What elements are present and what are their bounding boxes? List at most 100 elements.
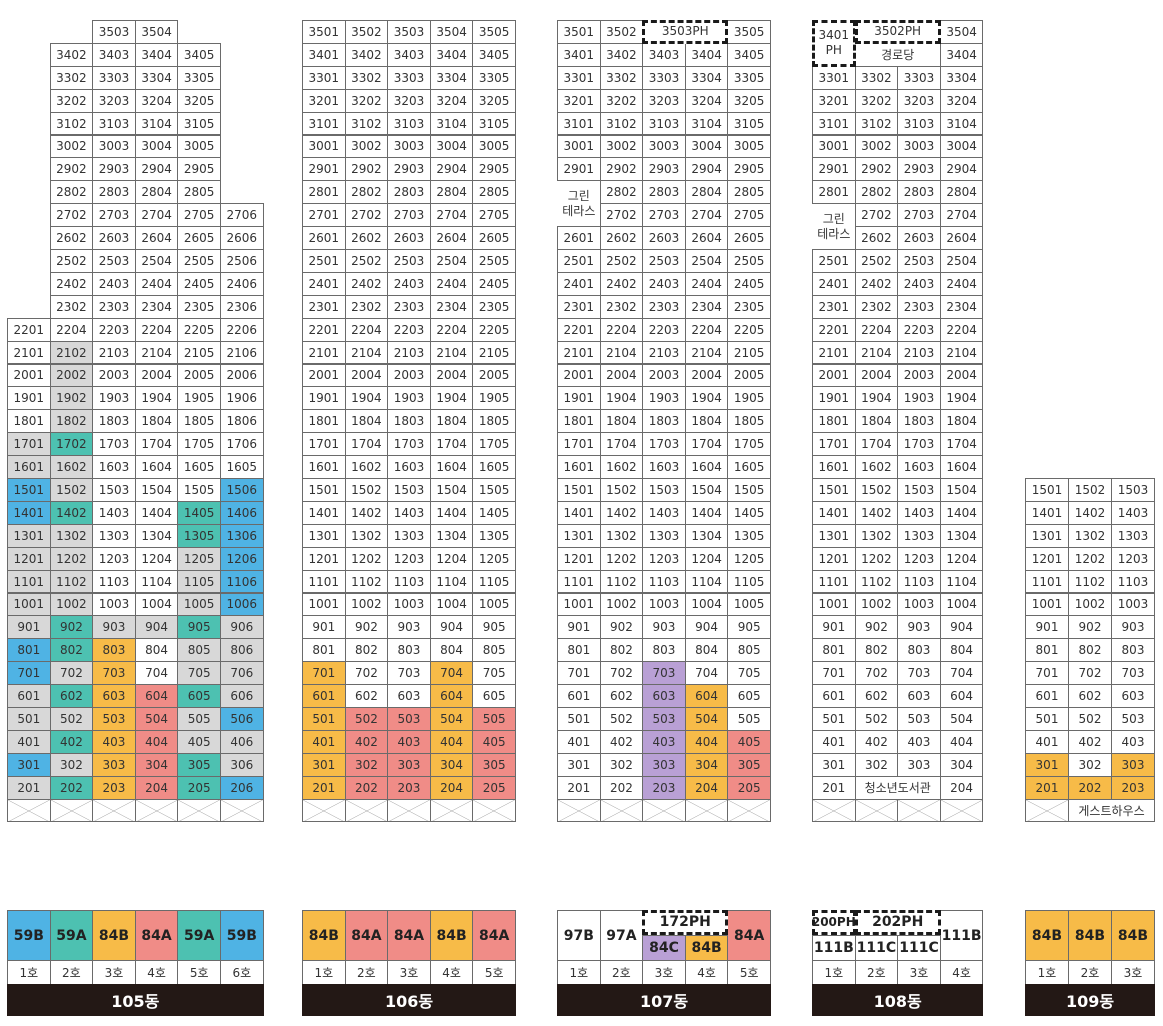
building-name: 107동 [557, 984, 771, 1016]
unit-cell: 905 [727, 615, 771, 640]
unit-cell: 1202 [599, 546, 644, 571]
unit-cell: 2901 [302, 157, 346, 182]
unit-cell: 801 [812, 638, 856, 663]
unit-cell: 3204 [939, 88, 984, 113]
unit-cell: 304 [684, 752, 729, 777]
unit-cell: 2902 [854, 157, 899, 182]
unit-cell: 2301 [812, 294, 856, 319]
unit-cell: 405 [177, 729, 221, 754]
unit-cell: 1502 [344, 478, 389, 502]
unit-cell: 504 [684, 707, 729, 731]
unit-cell: 802 [599, 638, 644, 663]
unit-cell: 3205 [472, 88, 516, 113]
unit-cell: 1205 [472, 546, 516, 571]
unit-cell: 2204 [854, 317, 899, 342]
unit-cell: 3301 [302, 65, 346, 90]
unit-cell: 2104 [599, 340, 644, 365]
unit-cell: 3103 [897, 111, 941, 136]
unit-cell: 3002 [854, 134, 899, 159]
unit-cell: 906 [220, 615, 264, 640]
piloti-cell [220, 798, 264, 823]
ho-label: 1호 [557, 960, 601, 985]
unit-cell: 204 [684, 775, 729, 800]
unit-cell: 2706 [220, 203, 264, 228]
unit-cell: 3102 [599, 111, 644, 136]
unit-cell: 403 [92, 729, 136, 754]
unit-cell: 1002 [599, 592, 644, 617]
unit-cell: 1702 [49, 432, 94, 457]
unit-cell: 1005 [727, 592, 771, 617]
unit-cell: 2401 [302, 271, 346, 296]
unit-cell: 902 [854, 615, 899, 640]
unit-cell: 603 [92, 684, 136, 708]
unit-cell: 902 [1068, 615, 1112, 640]
unit-cell: 1003 [387, 592, 431, 617]
unit-cell: 1001 [7, 592, 51, 617]
unit-cell: 402 [1068, 729, 1112, 754]
unit-cell: 2203 [642, 317, 686, 342]
unit-cell: 2105 [177, 340, 221, 365]
unit-cell: 1305 [727, 523, 771, 548]
guesthouse-label: 게스트하우스 [1068, 798, 1155, 823]
unit-cell: 501 [812, 707, 856, 731]
unit-cell: 3201 [302, 88, 346, 113]
unit-cell: 2604 [134, 226, 179, 250]
unit-cell: 3003 [387, 134, 431, 159]
unit-cell: 601 [812, 684, 856, 708]
unit-cell: 1301 [302, 523, 346, 548]
unit-cell: 901 [812, 615, 856, 640]
unit-cell: 3105 [472, 111, 516, 136]
unit-cell: 1801 [302, 409, 346, 434]
unit-cell: 2004 [429, 363, 474, 388]
unit-cell: 801 [302, 638, 346, 663]
ho-label: 4호 [134, 960, 179, 985]
unit-cell: 2403 [387, 271, 431, 296]
unit-cell: 2405 [177, 271, 221, 296]
unit-cell: 1106 [220, 569, 264, 594]
unit-type-cell: 59B [7, 910, 51, 961]
unit-cell: 1406 [220, 500, 264, 525]
unit-cell: 903 [897, 615, 941, 640]
unit-cell: 3202 [599, 88, 644, 113]
unit-cell: 1802 [49, 409, 94, 434]
unit-cell: 801 [1025, 638, 1069, 663]
piloti-cell [642, 798, 686, 823]
unit-cell: 2702 [854, 203, 899, 228]
unit-cell: 1202 [49, 546, 94, 571]
unit-cell: 2204 [429, 317, 474, 342]
unit-cell: 503 [387, 707, 431, 731]
unit-cell: 602 [854, 684, 899, 708]
ho-label: 1호 [7, 960, 51, 985]
unit-cell: 1603 [897, 455, 941, 479]
unit-cell: 2304 [684, 294, 729, 319]
unit-cell: 404 [684, 729, 729, 754]
unit-cell: 1504 [429, 478, 474, 502]
unit-cell: 1504 [684, 478, 729, 502]
piloti-cell [684, 798, 729, 823]
unit-cell: 1402 [344, 500, 389, 525]
unit-cell: 2005 [727, 363, 771, 388]
unit-cell: 505 [472, 707, 516, 731]
unit-cell: 303 [642, 752, 686, 777]
unit-cell: 903 [1111, 615, 1155, 640]
unit-cell: 2602 [599, 226, 644, 250]
ho-label: 2호 [599, 960, 644, 985]
unit-cell: 2305 [727, 294, 771, 319]
unit-cell: 203 [642, 775, 686, 800]
unit-cell: 2703 [897, 203, 941, 228]
unit-cell: 1401 [302, 500, 346, 525]
unit-cell: 3405 [177, 42, 221, 67]
unit-cell: 705 [727, 661, 771, 686]
unit-cell: 1203 [387, 546, 431, 571]
piloti-cell [387, 798, 431, 823]
unit-cell: 2302 [49, 294, 94, 319]
unit-cell: 706 [220, 661, 264, 686]
unit-cell: 1904 [429, 386, 474, 411]
unit-cell: 306 [220, 752, 264, 777]
unit-cell: 2601 [557, 226, 601, 250]
unit-cell: 3102 [49, 111, 94, 136]
unit-cell: 2702 [599, 203, 644, 228]
unit-cell: 1201 [7, 546, 51, 571]
unit-cell: 1204 [684, 546, 729, 571]
unit-cell: 3003 [897, 134, 941, 159]
